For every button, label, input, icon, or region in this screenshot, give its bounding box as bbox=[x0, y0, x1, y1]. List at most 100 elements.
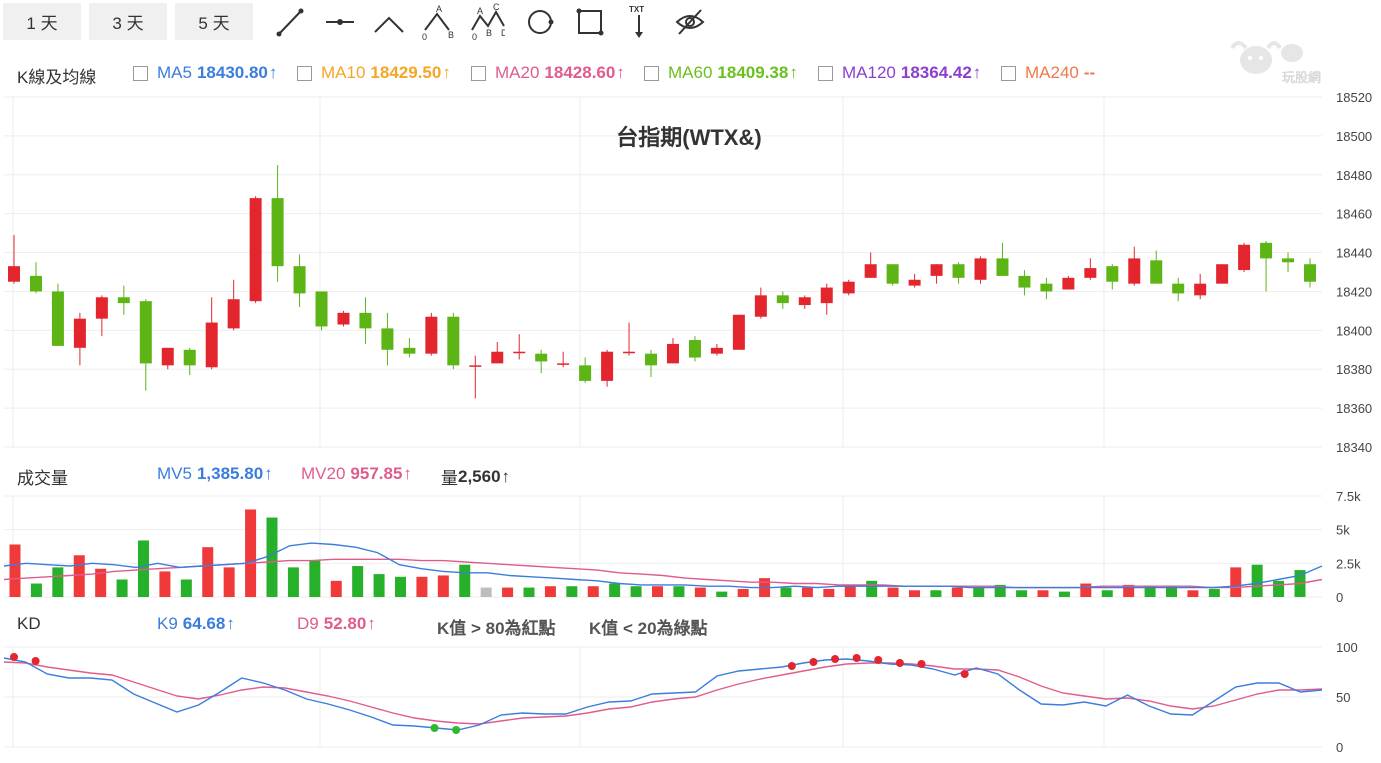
ma60-arrow: ↑ bbox=[789, 63, 798, 82]
price-ytick-label: 18520 bbox=[1336, 90, 1372, 105]
candle-body bbox=[8, 266, 20, 282]
volume-bar bbox=[180, 579, 192, 597]
candle-body bbox=[73, 318, 86, 348]
line-tool-icon[interactable] bbox=[272, 4, 308, 40]
k-oversold-dot bbox=[430, 724, 439, 732]
volume-bar bbox=[352, 566, 364, 597]
candle-body bbox=[161, 347, 174, 366]
volume-legend-title: 成交量 bbox=[17, 469, 68, 488]
range-5day-button[interactable]: 5 天 bbox=[175, 3, 253, 40]
ma5-arrow: ↑ bbox=[268, 63, 278, 82]
k9-arrow: ↑ bbox=[226, 614, 235, 633]
candle-body bbox=[798, 297, 811, 306]
price-ytick-label: 18400 bbox=[1336, 323, 1372, 338]
candle-body bbox=[666, 343, 679, 364]
volume-bar bbox=[437, 575, 449, 597]
ma60-toggle[interactable]: MA60 18409.38 ↑ bbox=[644, 63, 798, 83]
text-tool-icon[interactable]: TXT bbox=[621, 4, 657, 40]
candle-body bbox=[51, 291, 64, 346]
candle-body bbox=[820, 287, 833, 304]
volume-bar bbox=[95, 568, 107, 597]
volume-bar bbox=[716, 591, 728, 597]
candle-body bbox=[381, 328, 394, 350]
candle-body bbox=[754, 295, 767, 317]
volume-bar bbox=[1101, 590, 1113, 597]
candle-body bbox=[1018, 275, 1031, 288]
ma20-toggle[interactable]: MA20 18428.60 ↑ bbox=[471, 63, 625, 83]
volume-bar bbox=[287, 567, 299, 597]
d9-value: 52.80 bbox=[323, 614, 367, 633]
volume-bar bbox=[266, 517, 278, 597]
volume-bar bbox=[116, 579, 128, 597]
ma20-arrow: ↑ bbox=[616, 63, 625, 82]
candle-body bbox=[1106, 266, 1119, 282]
kline-legend: K線及均線 MA5 18430.80 ↑ MA10 18429.50 ↑ MA2… bbox=[0, 63, 1330, 87]
volume-bar bbox=[523, 587, 535, 597]
ma5-label: MA5 bbox=[157, 63, 192, 82]
candle-body bbox=[1084, 268, 1097, 278]
volume-bar bbox=[673, 586, 685, 597]
volume-current-legend: 量 2,560 ↑ bbox=[441, 464, 510, 489]
volume-bar bbox=[566, 586, 578, 597]
abc-tool-icon[interactable]: A 0 B bbox=[419, 4, 455, 42]
abcd-label-o: 0 bbox=[472, 32, 477, 42]
price-ytick-label: 18420 bbox=[1336, 284, 1372, 299]
mv5-arrow: ↑ bbox=[264, 464, 273, 483]
ma5-value: 18430.80 bbox=[196, 63, 268, 82]
angle-tool-icon[interactable] bbox=[371, 4, 407, 40]
range-1day-button[interactable]: 1 天 bbox=[3, 3, 81, 40]
candle-body bbox=[557, 363, 570, 365]
volume-bar bbox=[930, 590, 942, 597]
volume-bar bbox=[652, 586, 663, 597]
volume-bar bbox=[866, 580, 878, 597]
mv20-label: MV20 bbox=[301, 464, 346, 483]
candle-body bbox=[535, 353, 548, 362]
volume-bar bbox=[330, 580, 342, 597]
volume-bar bbox=[1251, 564, 1263, 597]
candle-body bbox=[1282, 258, 1295, 263]
price-ytick-label: 18340 bbox=[1336, 440, 1372, 455]
d9-line bbox=[3, 661, 1323, 725]
volume-bar bbox=[737, 588, 749, 597]
ma120-checkbox[interactable] bbox=[818, 65, 833, 81]
volume-bar bbox=[587, 586, 599, 597]
ma10-checkbox[interactable] bbox=[297, 65, 312, 81]
hide-drawings-icon[interactable] bbox=[672, 4, 708, 40]
ma10-toggle[interactable]: MA10 18429.50 ↑ bbox=[297, 63, 451, 83]
ma60-label: MA60 bbox=[668, 63, 713, 82]
ma240-checkbox[interactable] bbox=[1001, 65, 1016, 81]
k-overbought-dot bbox=[917, 660, 926, 668]
abcd-tool-icon[interactable]: A C 0 B D bbox=[469, 2, 505, 42]
volume-bar bbox=[30, 583, 42, 597]
ma60-checkbox[interactable] bbox=[644, 65, 659, 81]
circle-tool-icon[interactable] bbox=[522, 4, 558, 40]
price-ytick-label: 18360 bbox=[1336, 401, 1372, 416]
ma20-value: 18428.60 bbox=[544, 63, 616, 82]
ma240-toggle[interactable]: MA240 -- bbox=[1001, 63, 1095, 83]
d9-legend: D9 52.80 ↑ bbox=[297, 614, 376, 634]
volume-current-label: 量 bbox=[441, 469, 458, 488]
ma120-toggle[interactable]: MA120 18364.42 ↑ bbox=[818, 63, 981, 83]
wantgoo-logo: 玩股網 bbox=[1228, 38, 1338, 88]
volume-bar bbox=[1208, 588, 1220, 597]
hline-tool-icon[interactable] bbox=[322, 4, 358, 40]
k-overbought-dot bbox=[895, 659, 904, 667]
ma5-checkbox[interactable] bbox=[133, 65, 148, 81]
rect-tool-icon[interactable] bbox=[572, 4, 608, 40]
k9-legend: K9 64.68 ↑ bbox=[157, 614, 235, 634]
range-3day-button[interactable]: 3 天 bbox=[89, 3, 167, 40]
abc-label-b: B bbox=[448, 30, 454, 40]
volume-bar bbox=[544, 586, 556, 597]
k-overbought-dot bbox=[874, 656, 883, 664]
abc-label-a: A bbox=[436, 4, 442, 14]
volume-bar bbox=[780, 587, 792, 597]
candle-body bbox=[601, 351, 614, 381]
volume-legend: 成交量 MV5 1,385.80 ↑ MV20 957.85 ↑ 量 2,560… bbox=[0, 464, 1330, 488]
k9-line bbox=[3, 657, 1323, 731]
ma5-toggle[interactable]: MA5 18430.80 ↑ bbox=[133, 63, 277, 83]
kd-ytick-label: 50 bbox=[1336, 690, 1350, 705]
volume-bar bbox=[138, 540, 149, 597]
ma20-checkbox[interactable] bbox=[471, 65, 486, 81]
candle-body bbox=[930, 264, 943, 276]
